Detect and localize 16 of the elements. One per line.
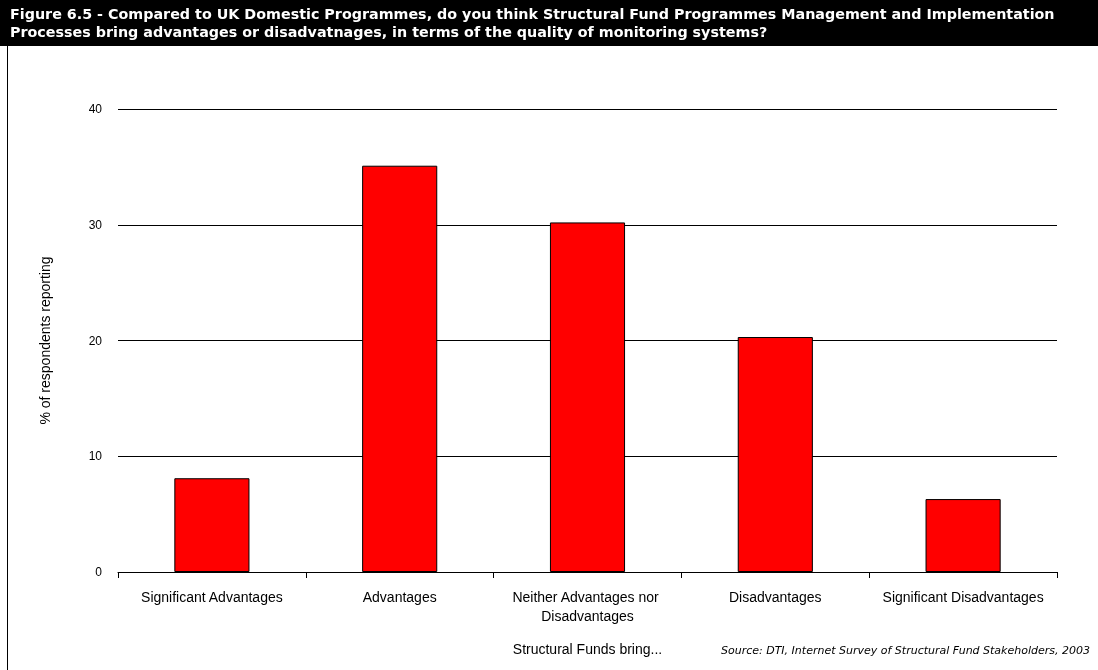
x-tick-label: Advantages (362, 588, 437, 605)
chart-title: Figure 6.5 - Compared to UK Domestic Programmes, do you think Structural Fund Programmes Management and Implementation Processes bring advantages or disadvatnages, in terms of the quality of monitoring systems? (0, 0, 1098, 46)
y-tick-label: 40 (88, 102, 103, 116)
y-tick-label: 30 (88, 217, 103, 232)
y-axis-title: % of respondents reporting (37, 256, 53, 425)
x-tick-label: Neither Advantages nor Disadvantages (512, 588, 663, 624)
y-tick-label: 20 (88, 333, 103, 348)
x-axis-title: Structural Funds bring... (512, 641, 663, 657)
source-note: Source: DTI, Internet Survey of Structural Fund Stakeholders, 2003 (720, 644, 1090, 657)
x-tick-label: Significant Disadvantages (882, 588, 1044, 605)
bar (174, 478, 250, 572)
y-tick-label: 10 (88, 449, 103, 464)
bar (925, 499, 1001, 572)
y-tick-label: 0 (95, 565, 103, 579)
x-tick-label: Significant Advantages (141, 588, 283, 605)
x-tick-label: Disadvantages (728, 588, 822, 605)
